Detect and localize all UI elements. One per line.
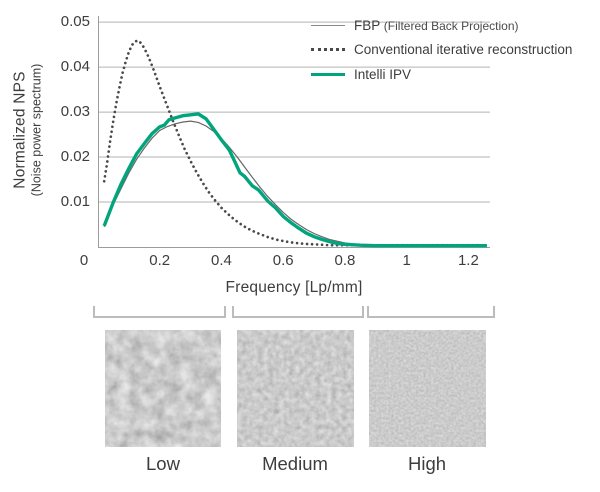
series-2-path [102, 112, 487, 248]
x-tick-label: 0.8 [334, 252, 356, 269]
y-tick-label: 0.01 [60, 193, 90, 211]
range-bracket-low [93, 306, 226, 318]
x-tick-label: 1.2 [457, 252, 479, 269]
panel-label-low: Low [146, 453, 180, 474]
y-tick-label: 0.03 [60, 103, 90, 121]
y-axis-title-sub: (Noise power spectrum) [29, 63, 44, 197]
noise-image-high [369, 330, 486, 447]
y-tick-label: 0.04 [60, 58, 90, 76]
y-axis-title-main: Normalized NPS [11, 71, 29, 189]
fbp-line-swatch-icon [311, 24, 345, 26]
legend-label-fbp-main: FBP [354, 17, 381, 33]
x-tick-label: 0 [79, 252, 89, 269]
x-tick-label: 1 [402, 252, 411, 269]
legend-label-fbp: FBP (Filtered Back Projection) [354, 18, 519, 33]
x-tick-label: 0.4 [211, 252, 232, 269]
nps-line-chart [98, 16, 490, 248]
x-tick-label: 0.2 [149, 252, 171, 269]
green-line-swatch-icon [311, 72, 345, 76]
panel-label-high: High [407, 453, 447, 474]
x-tick-label: 0.6 [272, 252, 294, 269]
chart-legend: FBP (Filtered Back Projection) Conventio… [311, 13, 572, 87]
range-bracket-medium [232, 306, 364, 318]
x-axis-label: Frequency [Lp/mm] [225, 279, 363, 296]
noise-image-low [105, 330, 221, 447]
range-bracket-high [367, 306, 495, 318]
y-tick-label: 0.02 [60, 148, 90, 166]
noise-image-medium [237, 330, 354, 447]
legend-label-intelli-ipv: Intelli IPV [354, 66, 412, 82]
legend-label-conventional: Conventional iterative reconstruction [354, 42, 573, 58]
dotted-line-swatch-icon [311, 48, 345, 52]
panel-label-medium: Medium [262, 453, 328, 474]
legend-item-conventional: Conventional iterative reconstruction [311, 38, 572, 63]
legend-item-intelli-ipv: Intelli IPV [311, 62, 572, 87]
y-tick-label: 0.05 [60, 13, 90, 31]
legend-label-fbp-sub: (Filtered Back Projection) [383, 18, 519, 33]
y-axis-title: Normalized NPS (Noise power spectrum) [11, 64, 46, 197]
legend-item-fbp: FBP (Filtered Back Projection) [311, 13, 572, 38]
